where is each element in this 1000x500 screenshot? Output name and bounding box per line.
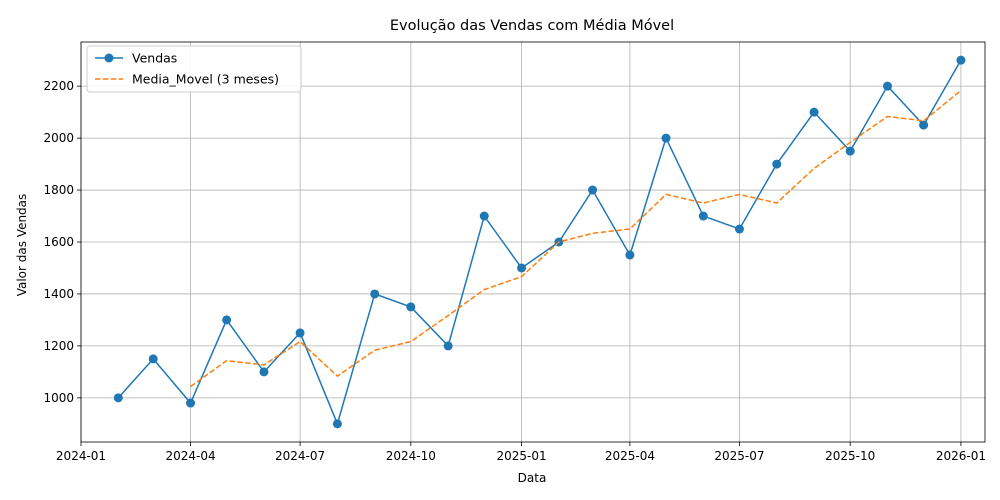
x-tick-label: 2025-10 xyxy=(825,449,875,463)
grid xyxy=(80,42,985,442)
chart-title: Evolução das Vendas com Média Móvel xyxy=(390,18,674,34)
y-tick-label: 2200 xyxy=(43,79,74,93)
series-line-vendas xyxy=(117,59,962,427)
legend-marker xyxy=(104,53,114,63)
plot-frame xyxy=(80,41,986,443)
data-point xyxy=(406,302,416,312)
y-tick-label: 1800 xyxy=(43,183,74,197)
x-tick-label: 2026-01 xyxy=(936,449,986,463)
axes: 2024-01 2024-04 2024-07 2024-10 2025-01 2025-… xyxy=(43,41,986,463)
series-layer xyxy=(113,55,966,429)
y-tick-label: 1200 xyxy=(43,339,74,353)
data-point xyxy=(734,224,744,234)
data-point xyxy=(845,146,855,156)
x-axis-title: Data xyxy=(518,471,547,485)
y-axis-title: Valor das Vendas xyxy=(15,194,29,297)
legend-label: Media_Movel (3 meses) xyxy=(132,72,279,87)
data-point xyxy=(772,159,782,169)
x-tick-label: 2024-10 xyxy=(386,449,436,463)
data-point xyxy=(882,81,892,91)
data-point xyxy=(661,133,671,143)
data-point xyxy=(186,398,196,408)
data-point xyxy=(148,354,158,364)
legend: Vendas Media_Movel (3 meses) xyxy=(86,45,302,93)
data-point xyxy=(113,393,123,403)
x-tick-label: 2025-07 xyxy=(714,449,764,463)
data-point xyxy=(479,211,489,221)
x-tick-label: 2024-07 xyxy=(275,449,325,463)
series-line-media-movel xyxy=(190,89,962,388)
data-point xyxy=(370,289,380,299)
x-tick-label: 2025-04 xyxy=(605,449,655,463)
data-point xyxy=(222,315,232,325)
y-tick-label: 1600 xyxy=(43,235,74,249)
data-point xyxy=(919,120,929,130)
data-point xyxy=(588,185,598,195)
y-tick-label: 1000 xyxy=(43,391,74,405)
data-point xyxy=(625,250,635,260)
x-tick-label: 2025-01 xyxy=(496,449,546,463)
data-point xyxy=(259,367,269,377)
x-tick-label: 2024-01 xyxy=(56,449,106,463)
legend-box xyxy=(86,45,302,93)
data-point xyxy=(517,263,527,273)
data-point xyxy=(956,55,966,65)
x-tick-label: 2024-04 xyxy=(165,449,215,463)
y-tick-label: 1400 xyxy=(43,287,74,301)
data-point xyxy=(698,211,708,221)
data-point xyxy=(443,341,453,351)
y-tick-label: 2000 xyxy=(43,131,74,145)
legend-label: Vendas xyxy=(132,51,177,66)
data-point xyxy=(332,419,342,429)
data-point xyxy=(295,328,305,338)
data-point xyxy=(809,107,819,117)
